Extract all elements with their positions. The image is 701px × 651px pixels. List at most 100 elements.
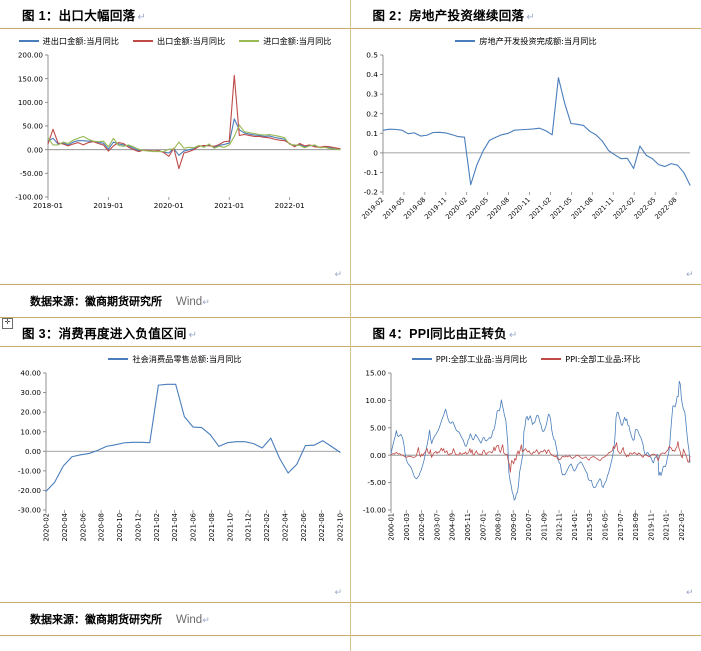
fig2-xtick-14: 2022-08 xyxy=(653,196,678,221)
title-row-1: 图 1：出口大幅回落 ↵ 图 2：房地产投资继续回落 ↵ xyxy=(0,0,701,29)
fig2-ytick-3: 0.2 xyxy=(366,109,378,118)
fig3-xtick-0: 2020-02 xyxy=(43,513,51,541)
fig4-ytick-5: -10.00 xyxy=(362,506,386,515)
fig3-xtick-15: 2022-08 xyxy=(318,513,326,541)
fig4-title-rule xyxy=(350,346,701,347)
fig1-legend-label-1: 出口金额:当月同比 xyxy=(156,36,226,46)
fig1-xtick-2: 2020-01 xyxy=(154,201,184,210)
title-row-2: 图 3：消费再度进入负值区间 ↵ 图 4：PPI同比由正转负 ↵ xyxy=(0,318,701,347)
fig3-xtick-8: 2021-06 xyxy=(190,513,198,541)
fig1-legend-item-1: 出口金额:当月同比 xyxy=(132,35,226,47)
fig2-ytick-2: 0.3 xyxy=(366,90,378,99)
fig3-xtick-11: 2021-12 xyxy=(245,513,253,541)
fig1-plot: 200.00 150.00 100.00 50.00 0.00 -50.00 -100.00… xyxy=(0,49,350,249)
fig4-ytick-0: 15.00 xyxy=(365,369,386,378)
fig3-xtick-9: 2021-08 xyxy=(208,513,216,541)
fig1-ytick-2: 100.00 xyxy=(18,98,44,107)
fig4-legend-item-0: PPI:全部工业品:当月同比 xyxy=(411,353,527,365)
fig1-ytick-0: 200.00 xyxy=(18,51,44,60)
fig4-xtick-2: 2002-05 xyxy=(418,513,426,541)
fig3-xtick-4: 2020-10 xyxy=(116,513,124,541)
fig4-xtick-11: 2012-11 xyxy=(555,513,563,541)
fig3-legend-item-0: 社会消费品零售总额:当月同比 xyxy=(108,353,242,365)
source-label-2: 数据来源：徽商期货研究所 xyxy=(30,614,162,626)
chart-row-2: 社会消费品零售总额:当月同比 40.00 30.00 20.00 10.00 0.00 -… xyxy=(0,347,701,602)
fig3-legend-label-0: 社会消费品零售总额:当月同比 xyxy=(132,354,242,364)
fig1-ytick-4: 0.00 xyxy=(27,145,43,154)
fig1-xtick-3: 2021-01 xyxy=(214,201,244,210)
source-wind-2: Wind xyxy=(176,614,203,626)
fig3-xtick-14: 2022-06 xyxy=(300,513,308,541)
table-move-handle[interactable]: ✛ xyxy=(2,318,13,329)
source-pilcrow-1: ↵ xyxy=(202,297,210,307)
fig3-ytick-1: 30.00 xyxy=(20,388,41,397)
fig1-legend: 进出口金额:当月同比 出口金额:当月同比 进口金额:当月同比 xyxy=(0,29,350,49)
fig1-legend-label-2: 进口金额:当月同比 xyxy=(263,36,332,46)
fig1-anchor-mark: ↵ xyxy=(334,269,342,279)
legend-swatch-icon xyxy=(132,40,153,42)
fig1-xtick-4: 2022-01 xyxy=(275,201,305,210)
fig4-title: 图 4：PPI同比由正转负 ↵ xyxy=(351,318,701,346)
fig2-xtick-10: 2021-08 xyxy=(569,196,594,221)
legend-swatch-icon xyxy=(455,40,476,42)
source-note-2: 数据来源：徽商期货研究所 Wind↵ xyxy=(0,603,701,635)
fig3-ytick-3: 10.00 xyxy=(20,427,41,436)
fig2-xtick-0: 2019-02 xyxy=(360,196,385,221)
fig2-xtick-11: 2021-11 xyxy=(590,196,615,221)
fig3-chart: 社会消费品零售总额:当月同比 40.00 30.00 20.00 10.00 0.00 -… xyxy=(0,347,350,602)
fig4-xtick-10: 2011-09 xyxy=(540,513,548,541)
fig3-title-text: 图 3：消费再度进入负值区间 xyxy=(22,327,187,341)
fig4-xtick-13: 2015-03 xyxy=(586,513,594,541)
fig4-xtick-19: 2022-03 xyxy=(677,513,685,541)
fig2-legend: 房地产开发投资完成额:当月同比 xyxy=(351,29,701,49)
fig3-svg: 40.00 30.00 20.00 10.00 0.00 -10.00 -20.00 -30.… xyxy=(18,369,345,542)
fig1-series-2 xyxy=(47,124,341,153)
fig4-xtick-17: 2019-11 xyxy=(647,513,655,541)
fig4-legend-label-1: PPI:全部工业品:环比 xyxy=(565,354,641,364)
fig3-legend: 社会消费品零售总额:当月同比 xyxy=(0,347,350,367)
fig1-title: 图 1：出口大幅回落 ↵ xyxy=(0,0,351,28)
fig2-xtick-1: 2019-05 xyxy=(381,196,406,221)
fig2-xtick-8: 2021-02 xyxy=(527,196,552,221)
fig4-ytick-4: -5.00 xyxy=(367,478,386,487)
fig3-chart-cell: 社会消费品零售总额:当月同比 40.00 30.00 20.00 10.00 0.00 -… xyxy=(0,347,351,602)
fig1-series-1 xyxy=(47,74,341,170)
fig4-series-0 xyxy=(390,380,690,501)
fig2-title-cell: 图 2：房地产投资继续回落 ↵ xyxy=(350,0,701,29)
fig4-title-text: 图 4：PPI同比由正转负 xyxy=(372,327,507,341)
fig3-xtick-3: 2020-08 xyxy=(98,513,106,541)
fig4-xtick-16: 2018-09 xyxy=(632,513,640,541)
figure-table: 图 1：出口大幅回落 ↵ 图 2：房地产投资继续回落 ↵ 进出口金额:当月同比 出口金… xyxy=(0,0,701,636)
fig3-ytick-5: -10.00 xyxy=(18,466,42,475)
fig1-xtick-0: 2018-01 xyxy=(33,201,63,210)
fig1-legend-item-2: 进口金额:当月同比 xyxy=(239,35,331,47)
fig3-xtick-10: 2021-10 xyxy=(226,513,234,541)
fig1-ytick-3: 50.00 xyxy=(22,122,43,131)
fig1-xtick-1: 2019-01 xyxy=(93,201,123,210)
fig4-chart: PPI:全部工业品:当月同比 PPI:全部工业品:环比 15.00 10.00 5.0… xyxy=(350,347,701,602)
legend-swatch-icon xyxy=(18,40,39,42)
fig2-title: 图 2：房地产投资继续回落 ↵ xyxy=(351,0,701,28)
legend-swatch-icon xyxy=(411,358,432,360)
fig3-xtick-1: 2020-04 xyxy=(61,513,69,541)
fig2-chart: 房地产开发投资完成额:当月同比 0.5 0.4 0.3 0.2 0.1 0 -0.1 -0.2… xyxy=(350,29,701,284)
fig2-plot: 0.5 0.4 0.3 0.2 0.1 0 -0.1 -0.2 2019-02 2019-05 20… xyxy=(351,49,701,254)
fig4-xtick-8: 2009-05 xyxy=(509,513,517,541)
fig1-title-text: 图 1：出口大幅回落 xyxy=(22,9,136,23)
fig3-xtick-13: 2022-04 xyxy=(281,513,289,541)
fig4-legend: PPI:全部工业品:当月同比 PPI:全部工业品:环比 xyxy=(351,347,701,367)
fig3-anchor-mark: ↵ xyxy=(334,587,342,597)
fig1-legend-item-0: 进出口金额:当月同比 xyxy=(18,35,119,47)
fig2-title-pilcrow: ↵ xyxy=(526,12,536,23)
fig3-ytick-4: 0.00 xyxy=(25,447,41,456)
source-note-1: 数据来源：徽商期货研究所 Wind↵ xyxy=(0,285,701,317)
fig1-svg: 200.00 150.00 100.00 50.00 0.00 -50.00 -100.00… xyxy=(15,51,341,210)
legend-swatch-icon xyxy=(239,40,260,42)
fig4-legend-item-1: PPI:全部工业品:环比 xyxy=(541,353,640,365)
fig3-ytick-0: 40.00 xyxy=(20,369,41,378)
fig2-legend-item-0: 房地产开发投资完成额:当月同比 xyxy=(455,35,597,47)
fig4-plot: 15.00 10.00 5.00 0.00 -5.00 -10.00 2000-01 2001… xyxy=(351,367,701,582)
fig4-xtick-4: 2004-09 xyxy=(448,513,456,541)
fig3-series-0 xyxy=(45,383,341,492)
